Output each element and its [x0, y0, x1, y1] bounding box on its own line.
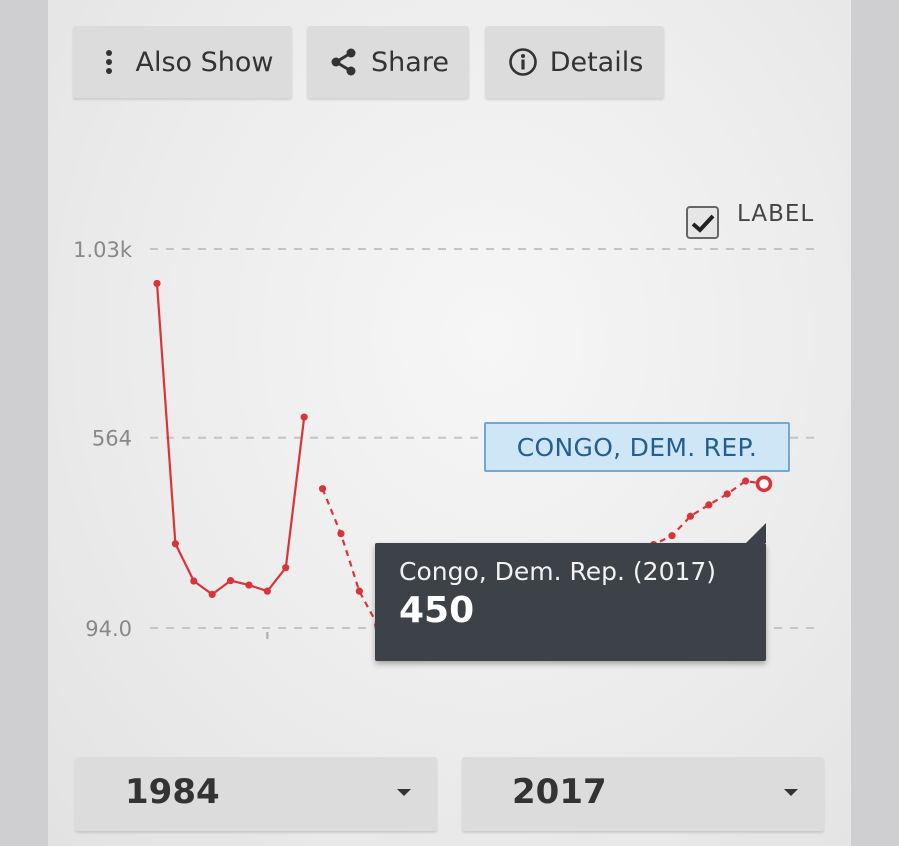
- data-point[interactable]: [686, 512, 695, 520]
- data-point-selected[interactable]: [755, 475, 773, 493]
- label-checkbox[interactable]: [686, 206, 719, 239]
- data-point[interactable]: [723, 490, 731, 498]
- data-point[interactable]: [153, 279, 161, 288]
- start-year-value: 1984: [125, 772, 220, 812]
- start-year-select[interactable]: 1984: [75, 757, 437, 831]
- end-year-value: 2017: [512, 772, 607, 812]
- series-line: [155, 283, 306, 596]
- info-icon: [506, 45, 540, 79]
- also-show-button[interactable]: Also Show: [73, 26, 292, 98]
- data-point[interactable]: [355, 587, 363, 595]
- data-point[interactable]: [208, 590, 216, 598]
- y-tick-label: 564: [92, 427, 132, 451]
- right-gutter: [851, 0, 899, 846]
- data-point[interactable]: [190, 577, 198, 585]
- data-point[interactable]: [226, 577, 235, 585]
- data-point[interactable]: [300, 413, 308, 421]
- also-show-label: Also Show: [135, 46, 274, 78]
- label-toggle[interactable]: LABEL: [686, 201, 814, 239]
- more-vertical-icon: [92, 45, 126, 79]
- data-tooltip: Congo, Dem. Rep. (2017) 450: [375, 523, 766, 661]
- data-point[interactable]: [282, 564, 290, 572]
- data-point[interactable]: [245, 581, 253, 589]
- y-tick-label: 94.0: [85, 617, 132, 641]
- chevron-down-icon: [397, 789, 411, 796]
- tooltip-title: Congo, Dem. Rep. (2017): [399, 557, 717, 586]
- checkmark-icon: [691, 214, 714, 233]
- share-icon: [327, 45, 361, 79]
- data-point[interactable]: [742, 477, 750, 485]
- share-label: Share: [371, 46, 449, 78]
- y-tick-label: 1.03k: [73, 238, 133, 262]
- data-point[interactable]: [705, 501, 713, 509]
- end-year-select[interactable]: 2017: [462, 757, 824, 831]
- data-point[interactable]: [318, 485, 327, 493]
- data-point[interactable]: [263, 587, 271, 595]
- chevron-down-icon: [784, 789, 798, 796]
- data-point[interactable]: [171, 540, 179, 548]
- tooltip-value: 450: [399, 590, 475, 631]
- data-point[interactable]: [337, 530, 345, 538]
- series-label-tag[interactable]: CONGO, DEM. REP.: [484, 422, 790, 472]
- details-label: Details: [549, 46, 644, 78]
- data-point[interactable]: [668, 532, 676, 540]
- details-button[interactable]: Details: [485, 26, 664, 98]
- left-gutter: [0, 0, 48, 846]
- label-toggle-text: LABEL: [737, 200, 815, 227]
- share-button[interactable]: Share: [307, 26, 469, 98]
